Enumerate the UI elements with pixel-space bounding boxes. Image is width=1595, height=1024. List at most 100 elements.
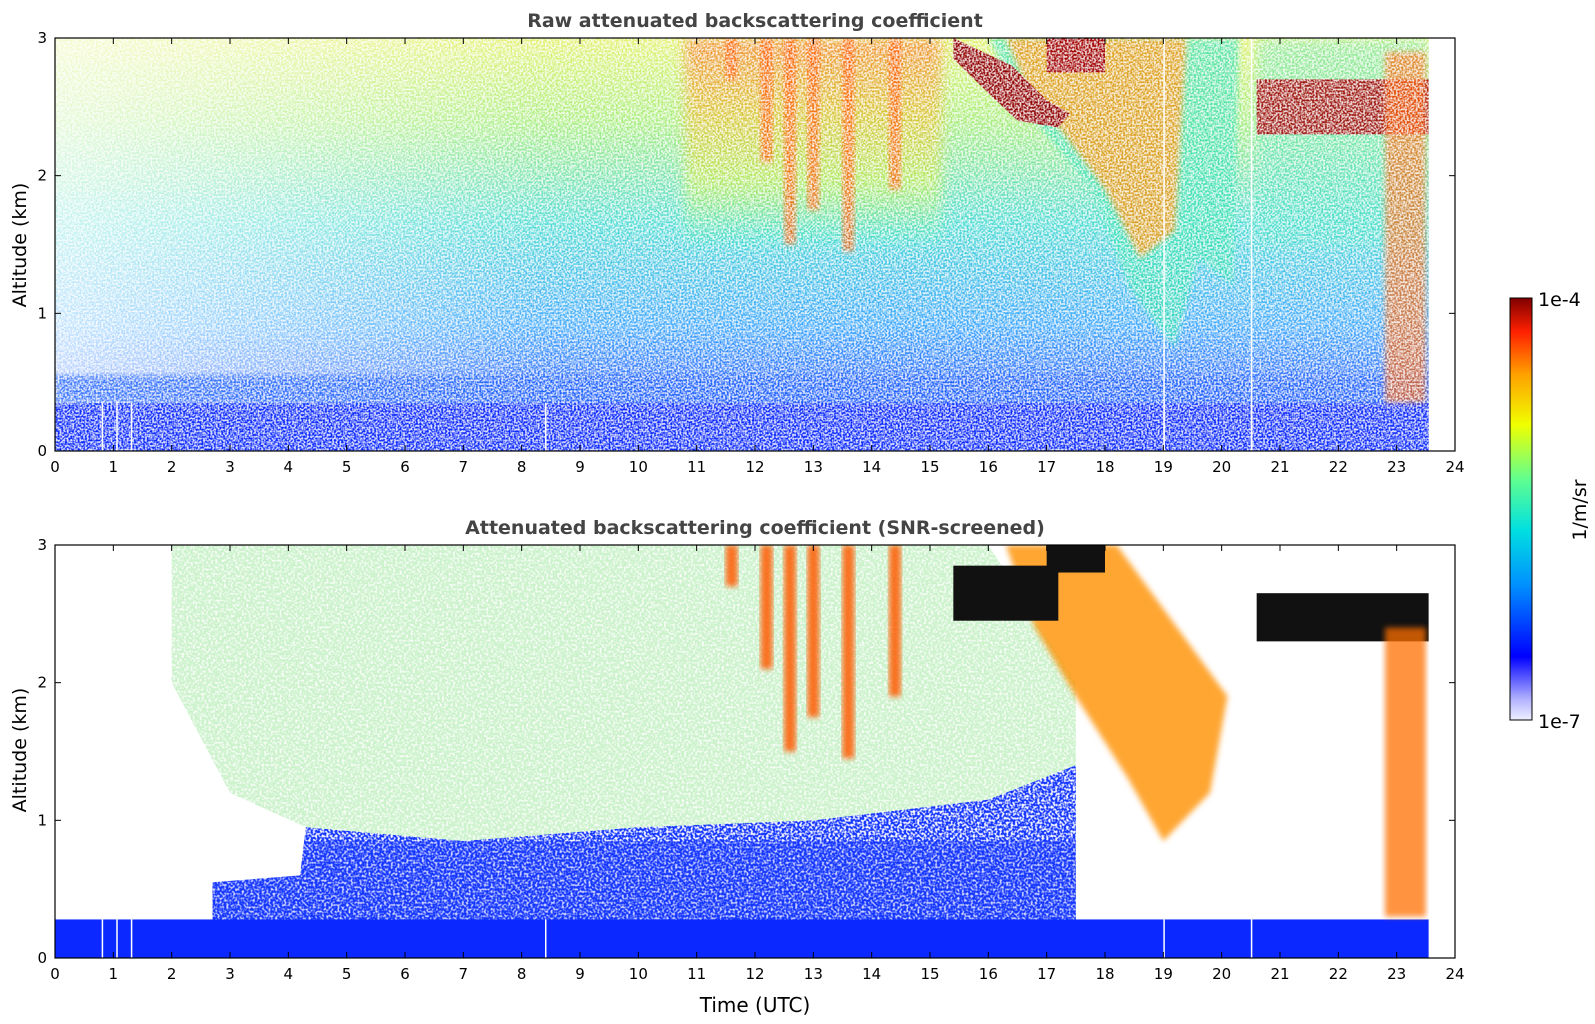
x-tick-label: 4 bbox=[284, 458, 294, 476]
screened-surface-layer bbox=[55, 919, 1429, 958]
x-tick-label: 9 bbox=[575, 458, 585, 476]
colorbar-min-label: 1e-7 bbox=[1538, 711, 1581, 733]
bottom-y-axis-label: Altitude (km) bbox=[9, 688, 31, 813]
x-tick-label: 15 bbox=[920, 458, 939, 476]
x-tick-label: 1 bbox=[109, 965, 119, 983]
colorbar-unit-label: 1/m/sr bbox=[1569, 479, 1591, 540]
data-gap-line bbox=[130, 402, 133, 451]
data-gap-line bbox=[545, 402, 547, 451]
x-tick-label: 17 bbox=[1037, 458, 1056, 476]
x-tick-label: 9 bbox=[575, 965, 585, 983]
x-tick-label: 3 bbox=[225, 965, 235, 983]
x-tick-label: 7 bbox=[459, 458, 469, 476]
data-gap-line bbox=[101, 919, 104, 958]
y-tick-label: 3 bbox=[37, 536, 47, 554]
colorbar: 1e-4 1e-7 1/m/sr bbox=[1509, 289, 1591, 733]
x-tick-label: 19 bbox=[1154, 965, 1173, 983]
x-tick-label: 2 bbox=[167, 458, 177, 476]
bottom-x-axis: 0 1 2 3 4 5 6 7 8 9 10 11 12 13 14 15 16 17 18 19 20 21 22 23 24 bbox=[50, 545, 1465, 983]
fall-streak bbox=[807, 545, 820, 718]
top-y-axis-label: Altitude (km) bbox=[9, 183, 31, 308]
x-tick-label: 23 bbox=[1387, 458, 1406, 476]
x-tick-label: 0 bbox=[50, 965, 60, 983]
x-tick-label: 5 bbox=[342, 458, 352, 476]
data-gap-line bbox=[116, 919, 118, 958]
x-tick-label: 4 bbox=[284, 965, 294, 983]
bottom-panel: Attenuated backscattering coefficient (S… bbox=[9, 517, 1465, 1017]
x-tick-label: 7 bbox=[459, 965, 469, 983]
x-tick-label: 16 bbox=[979, 458, 998, 476]
x-tick-label: 17 bbox=[1037, 965, 1056, 983]
x-tick-label: 2 bbox=[167, 965, 177, 983]
x-tick-label: 13 bbox=[804, 458, 823, 476]
cloud-top-band bbox=[953, 565, 1059, 621]
top-panel-title: Raw attenuated backscattering coefficien… bbox=[527, 10, 983, 32]
cloud-descending bbox=[1005, 545, 1228, 841]
x-tick-label: 14 bbox=[862, 458, 881, 476]
x-tick-label: 21 bbox=[1270, 965, 1289, 983]
bottom-y-axis: 0 1 2 3 bbox=[37, 536, 1455, 967]
y-tick-label: 0 bbox=[37, 442, 47, 460]
x-tick-label: 14 bbox=[862, 965, 881, 983]
y-tick-label: 1 bbox=[37, 304, 47, 322]
x-tick-label: 13 bbox=[804, 965, 823, 983]
top-panel: Raw attenuated backscattering coefficien… bbox=[9, 10, 1465, 476]
data-gap-line bbox=[1163, 919, 1165, 958]
x-tick-label: 12 bbox=[745, 458, 764, 476]
data-gap-line bbox=[545, 919, 547, 958]
x-tick-label: 8 bbox=[517, 965, 527, 983]
y-tick-label: 0 bbox=[37, 949, 47, 967]
x-tick-label: 11 bbox=[687, 458, 706, 476]
x-tick-label: 18 bbox=[1095, 458, 1114, 476]
fall-streak-late bbox=[1385, 627, 1426, 917]
x-tick-label: 8 bbox=[517, 458, 527, 476]
x-tick-label: 12 bbox=[745, 965, 764, 983]
bottom-panel-plot-area bbox=[55, 545, 1455, 958]
x-tick-label: 10 bbox=[629, 458, 648, 476]
colorbar-gradient bbox=[1509, 297, 1533, 721]
x-tick-label: 6 bbox=[400, 965, 410, 983]
fall-streak bbox=[889, 545, 901, 697]
x-tick-label: 6 bbox=[400, 458, 410, 476]
top-data-gaps bbox=[101, 38, 1253, 451]
x-tick-label: 19 bbox=[1154, 458, 1173, 476]
aerosol-speckle bbox=[171, 545, 1076, 841]
x-tick-label: 21 bbox=[1270, 458, 1289, 476]
fall-streak bbox=[784, 545, 796, 752]
data-gap-line bbox=[101, 402, 104, 451]
top-x-axis: 0 1 2 3 4 5 6 7 8 9 10 11 12 13 14 15 16 17 18 19 20 21 22 23 24 bbox=[50, 38, 1465, 476]
x-tick-label: 1 bbox=[109, 458, 119, 476]
x-tick-label: 5 bbox=[342, 965, 352, 983]
x-tick-label: 16 bbox=[979, 965, 998, 983]
data-gap-line bbox=[1163, 38, 1165, 451]
fall-streak bbox=[725, 545, 738, 587]
data-gap-line bbox=[1250, 38, 1253, 451]
top-y-axis: 0 1 2 3 bbox=[37, 29, 1455, 460]
x-tick-label: 23 bbox=[1387, 965, 1406, 983]
y-tick-label: 2 bbox=[37, 167, 47, 185]
cloud-top-band bbox=[1046, 545, 1105, 573]
x-tick-label: 10 bbox=[629, 965, 648, 983]
x-tick-label: 3 bbox=[225, 458, 235, 476]
top-noise-speckle bbox=[55, 38, 1455, 451]
fall-streak bbox=[842, 545, 855, 759]
top-no-data-region bbox=[1428, 38, 1455, 451]
x-tick-label: 22 bbox=[1329, 458, 1348, 476]
bottom-panel-title: Attenuated backscattering coefficient (S… bbox=[465, 517, 1045, 539]
x-tick-label: 11 bbox=[687, 965, 706, 983]
data-gap-line bbox=[116, 402, 118, 451]
x-tick-label: 22 bbox=[1329, 965, 1348, 983]
x-tick-label: 20 bbox=[1212, 965, 1231, 983]
mixed-layer-speckle bbox=[212, 765, 1076, 920]
bottom-x-axis-label: Time (UTC) bbox=[699, 993, 811, 1017]
y-tick-label: 3 bbox=[37, 29, 47, 47]
y-tick-label: 2 bbox=[37, 674, 47, 692]
x-tick-label: 0 bbox=[50, 458, 60, 476]
colorbar-max-label: 1e-4 bbox=[1538, 289, 1581, 311]
x-tick-label: 18 bbox=[1095, 965, 1114, 983]
y-tick-label: 1 bbox=[37, 811, 47, 829]
data-gap-line bbox=[1250, 919, 1253, 958]
x-tick-label: 20 bbox=[1212, 458, 1231, 476]
bottom-cloud-features bbox=[55, 545, 1429, 958]
